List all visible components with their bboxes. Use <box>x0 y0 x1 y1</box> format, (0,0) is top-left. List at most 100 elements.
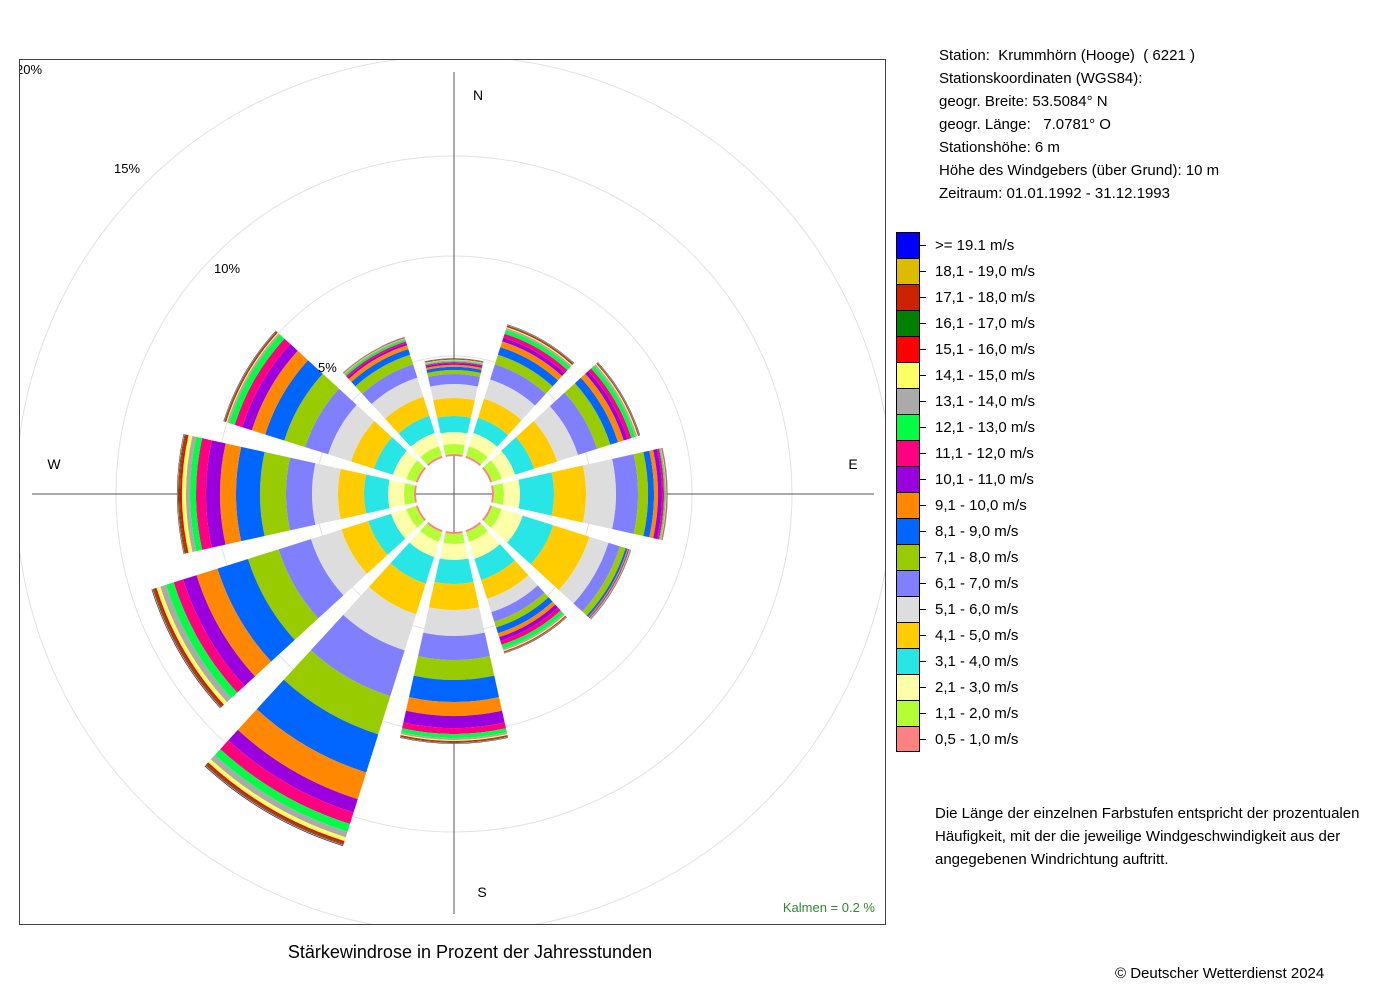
sector-240-speed-class-14 <box>156 586 227 705</box>
sector-60-speed-class-9 <box>580 373 624 443</box>
sector-150-speed-class-10 <box>499 604 559 641</box>
legend-label: 4,1 - 5,0 m/s <box>935 627 1019 644</box>
sector-300deg <box>223 330 426 483</box>
legend-label: 17,1 - 18,0 m/s <box>935 289 1036 306</box>
legend-swatch <box>896 466 920 492</box>
sector-210deg <box>204 522 443 847</box>
sector-90-speed-class-4 <box>551 465 586 523</box>
sector-150-speed-class-1 <box>466 523 488 542</box>
copyright: © Deutscher Wetterdienst 2024 <box>1115 965 1325 982</box>
legend-label: 18,1 - 19,0 m/s <box>935 263 1036 280</box>
legend-tick <box>920 635 926 636</box>
sector-210-speed-class-2 <box>409 530 439 557</box>
sector-210-speed-class-5 <box>343 586 417 651</box>
sector-180-speed-class-1 <box>443 533 465 544</box>
wind-rose-chart: N E S W 5% 10% 15% 20% <box>20 60 885 924</box>
sector-330-speed-class-11 <box>345 341 407 378</box>
legend-label: >= 19.1 m/s <box>935 237 1015 254</box>
ring-label-15: 15% <box>114 161 140 176</box>
legend-tick <box>920 479 926 480</box>
legend-tick <box>920 245 926 246</box>
legend-label: 5,1 - 6,0 m/s <box>935 601 1019 618</box>
legend-label: 14,1 - 15,0 m/s <box>935 367 1036 384</box>
sector-0-speed-class-16 <box>424 358 484 363</box>
sector-210-speed-class-9 <box>237 709 367 800</box>
sector-240-speed-class-11 <box>173 579 245 693</box>
legend-label: 7,1 - 8,0 m/s <box>935 549 1019 566</box>
sector-150-speed-class-13 <box>502 613 565 651</box>
sector-0-speed-class-1 <box>443 444 465 455</box>
legend-swatch <box>896 232 920 258</box>
legend-label: 8,1 - 9,0 m/s <box>935 523 1019 540</box>
sector-60-speed-class-5 <box>533 406 578 462</box>
sector-300-speed-class-12 <box>228 334 285 425</box>
sector-210-speed-class-12 <box>214 749 350 832</box>
legend-label: 16,1 - 17,0 m/s <box>935 315 1036 332</box>
sector-60-speed-class-4 <box>515 421 557 469</box>
sector-270-speed-class-3 <box>363 474 390 514</box>
sector-240-speed-class-1 <box>406 506 425 528</box>
legend-tick <box>920 505 926 506</box>
sector-240-speed-class-6 <box>278 539 344 619</box>
labels-layer: N E S W 5% 10% 15% 20% <box>20 62 858 900</box>
sector-90deg <box>491 447 668 541</box>
sector-300-speed-class-9 <box>251 350 309 435</box>
chart-title: Stärkewindrose in Prozent der Jahresstun… <box>287 942 653 962</box>
sector-90-speed-class-13 <box>660 448 666 540</box>
sector-60-speed-class-0 <box>482 466 493 483</box>
sector-90-speed-class-18 <box>662 447 668 541</box>
sector-240-speed-class-4 <box>341 521 388 574</box>
sector-30-speed-class-4 <box>478 398 522 436</box>
legend-swatch <box>896 726 920 752</box>
legend-swatch <box>896 440 920 466</box>
sector-150-speed-class-5 <box>487 575 538 613</box>
legend-label: 10,1 - 11,0 m/s <box>935 471 1034 488</box>
sector-0-speed-class-3 <box>437 416 471 434</box>
legend-tick <box>920 661 926 662</box>
legend-tick <box>920 375 926 376</box>
sector-300-speed-class-7 <box>284 373 339 448</box>
sector-0-speed-class-5 <box>430 384 478 401</box>
sector-120-speed-class-7 <box>582 546 626 616</box>
sector-330-speed-class-1 <box>420 446 442 465</box>
legend-tick <box>920 427 926 428</box>
sector-60-speed-class-8 <box>574 377 619 445</box>
sector-270-speed-class-17 <box>177 434 186 554</box>
legend-swatch <box>896 414 920 440</box>
sector-180-speed-class-6 <box>418 632 490 661</box>
sector-120-speed-class-1 <box>483 506 502 528</box>
legend-label: 15,1 - 16,0 m/s <box>935 341 1036 358</box>
legend-label: 13,1 - 14,0 m/s <box>935 393 1036 410</box>
sector-330deg <box>342 337 443 466</box>
direction-label-south: S <box>477 884 486 900</box>
sector-240deg <box>151 505 426 709</box>
sector-90-speed-class-17 <box>661 447 668 541</box>
sector-210-speed-class-13 <box>210 755 348 838</box>
direction-label-east: E <box>848 456 857 472</box>
sector-300-speed-class-5 <box>328 404 375 462</box>
sector-330-speed-class-5 <box>371 377 424 419</box>
sector-150-speed-class-6 <box>491 585 545 622</box>
sector-150-speed-class-7 <box>494 592 549 628</box>
legend-swatch <box>896 362 920 388</box>
sector-120-speed-class-2 <box>490 509 523 543</box>
sector-240-speed-class-8 <box>217 558 295 662</box>
legend-label: 12,1 - 13,0 m/s <box>935 419 1036 436</box>
legend-tick <box>920 323 926 324</box>
sector-210-speed-class-8 <box>256 679 379 773</box>
sector-150-speed-class-8 <box>496 597 553 634</box>
legend-tick <box>920 297 926 298</box>
sector-30-speed-class-10 <box>502 337 565 377</box>
sector-60-speed-class-13 <box>594 364 638 437</box>
sector-120deg <box>482 505 632 620</box>
sector-270-speed-class-4 <box>337 468 367 520</box>
sector-270-speed-class-1 <box>404 483 415 505</box>
sector-180-speed-class-16 <box>400 736 508 743</box>
sector-300-speed-class-3 <box>373 437 407 475</box>
sector-270-speed-class-10 <box>206 440 226 548</box>
ring-label-5: 5% <box>318 360 337 375</box>
legend-tick <box>920 557 926 558</box>
legend-tick <box>920 349 926 350</box>
sector-180-speed-class-17 <box>400 736 508 744</box>
sector-180-speed-class-12 <box>401 728 507 739</box>
